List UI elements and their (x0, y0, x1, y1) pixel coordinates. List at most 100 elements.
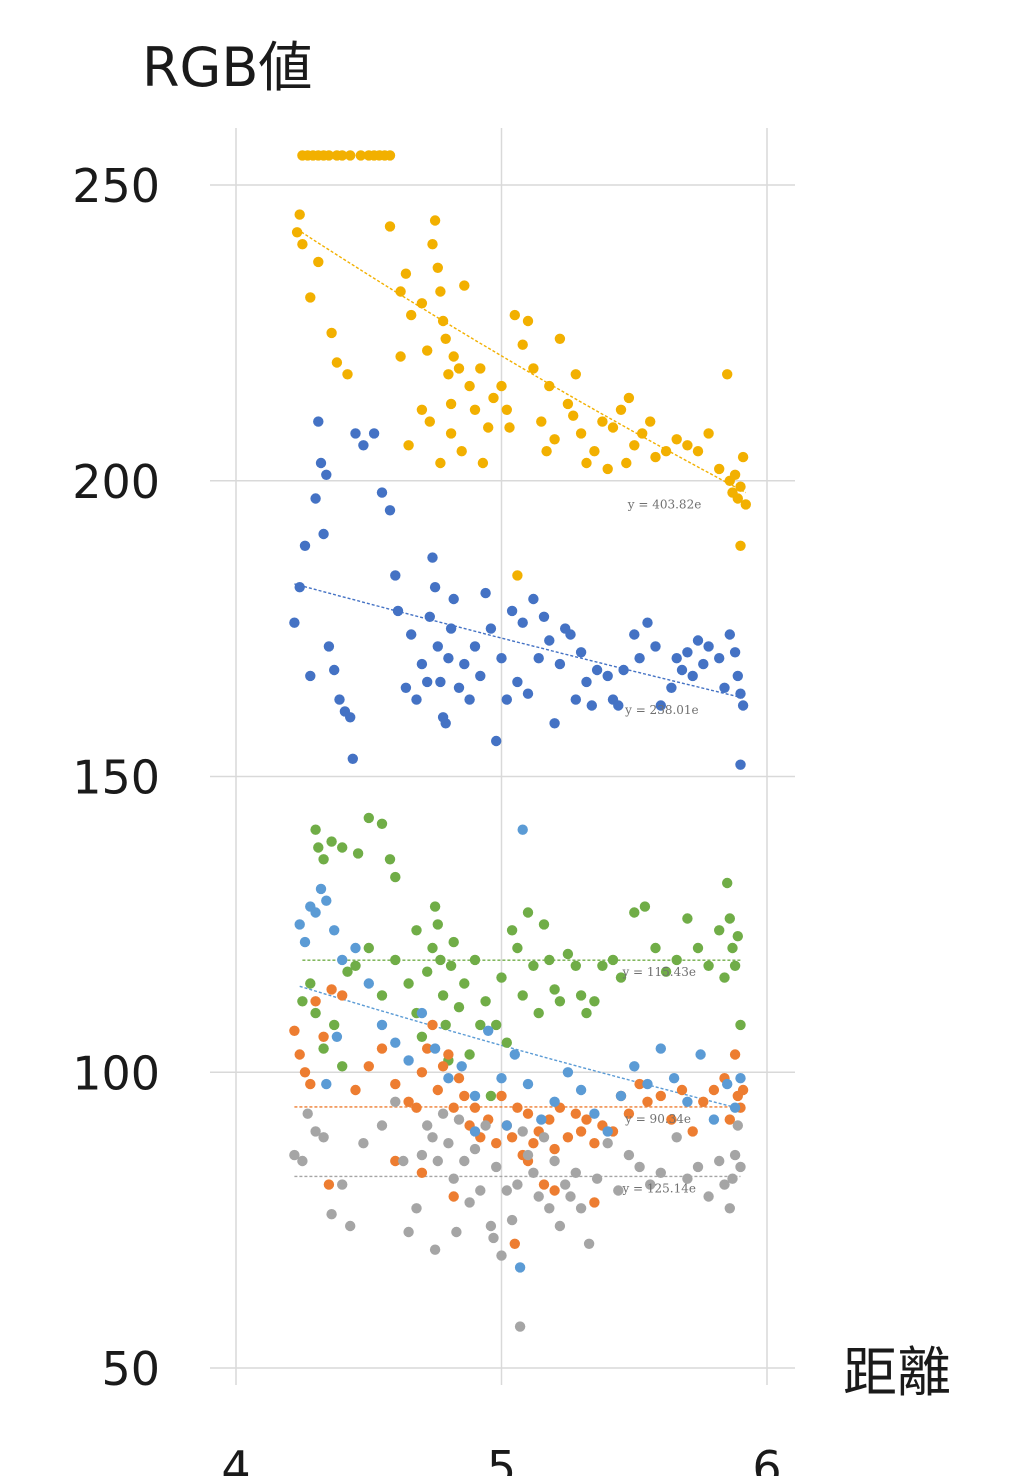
data-point (591, 1173, 603, 1184)
data-point (485, 1090, 497, 1102)
data-point (682, 1096, 693, 1108)
data-point (549, 984, 560, 995)
data-point (682, 440, 693, 451)
data-point (310, 907, 321, 918)
data-point (427, 552, 438, 563)
data-point (299, 936, 311, 948)
data-point (445, 428, 457, 439)
data-point (541, 446, 552, 457)
data-point (326, 327, 337, 339)
data-point (432, 1084, 443, 1096)
data-point (337, 1061, 348, 1072)
data-point (629, 440, 640, 451)
data-point (331, 357, 343, 368)
data-point (453, 682, 465, 693)
data-point (645, 1179, 656, 1190)
data-point (491, 1161, 502, 1173)
data-point (613, 1185, 624, 1196)
data-point (623, 1149, 635, 1161)
data-point (517, 339, 528, 350)
data-point (400, 268, 412, 279)
data-point (729, 469, 741, 480)
data-point (735, 1161, 746, 1173)
data-point (390, 871, 401, 883)
data-point (435, 457, 446, 469)
data-point (422, 676, 433, 688)
data-point (313, 256, 324, 268)
data-point (735, 1019, 746, 1031)
trendline-equation-1: y = 238.01e (624, 703, 699, 717)
data-point (692, 635, 704, 646)
data-point (398, 1155, 409, 1167)
data-point (565, 629, 576, 640)
data-point (650, 641, 661, 652)
data-point (416, 1007, 428, 1019)
data-point (639, 901, 651, 912)
data-point (687, 1126, 698, 1137)
data-point (429, 901, 441, 912)
data-point (538, 1132, 550, 1143)
data-point (390, 1096, 401, 1108)
data-point (512, 570, 523, 581)
data-point (602, 670, 613, 682)
data-point (310, 493, 321, 504)
data-point (390, 570, 401, 581)
data-point (376, 1120, 388, 1131)
data-point (554, 996, 566, 1007)
data-point (459, 978, 470, 989)
data-point (501, 694, 512, 705)
data-point (443, 1073, 454, 1084)
data-point (538, 611, 550, 622)
data-point (475, 1185, 486, 1196)
data-point (517, 824, 528, 835)
data-point (464, 1049, 475, 1060)
data-point (676, 1084, 688, 1096)
data-point (469, 641, 481, 652)
data-point (326, 836, 337, 847)
data-point (517, 617, 528, 628)
data-point (448, 936, 459, 948)
data-point (509, 1049, 520, 1060)
data-point (729, 647, 741, 658)
data-point (727, 1173, 738, 1184)
data-point (422, 1043, 433, 1054)
data-point (406, 629, 417, 640)
data-point (533, 1007, 544, 1019)
data-point (334, 694, 345, 705)
data-point (313, 416, 324, 427)
data-point (623, 392, 635, 404)
data-point (416, 298, 428, 309)
y-tick-label: 200 (72, 455, 160, 509)
data-point (549, 1096, 560, 1108)
data-point (668, 1073, 680, 1084)
data-point (522, 1078, 534, 1090)
data-point (703, 641, 714, 652)
data-point (554, 658, 566, 670)
data-point (506, 925, 518, 936)
data-point (469, 1090, 481, 1102)
data-point (432, 262, 443, 273)
data-point (528, 1167, 539, 1179)
data-point (514, 1321, 526, 1332)
y-tick-label: 50 (101, 1342, 160, 1396)
data-point (575, 1203, 587, 1214)
data-point (323, 150, 335, 161)
data-point (607, 422, 619, 433)
data-point (459, 1090, 470, 1102)
data-point (443, 1138, 454, 1149)
data-point (456, 446, 467, 457)
data-point (318, 1043, 329, 1054)
data-point (318, 854, 329, 865)
data-point (544, 380, 555, 392)
data-point (310, 1007, 321, 1019)
data-point (589, 1197, 600, 1208)
data-point (321, 1078, 332, 1090)
data-point (629, 1061, 640, 1072)
data-point (337, 954, 348, 966)
data-point (294, 209, 305, 220)
data-point (329, 1019, 340, 1031)
data-point (329, 925, 340, 936)
data-point (469, 1143, 481, 1155)
data-point (729, 1149, 741, 1161)
data-point (429, 215, 441, 226)
